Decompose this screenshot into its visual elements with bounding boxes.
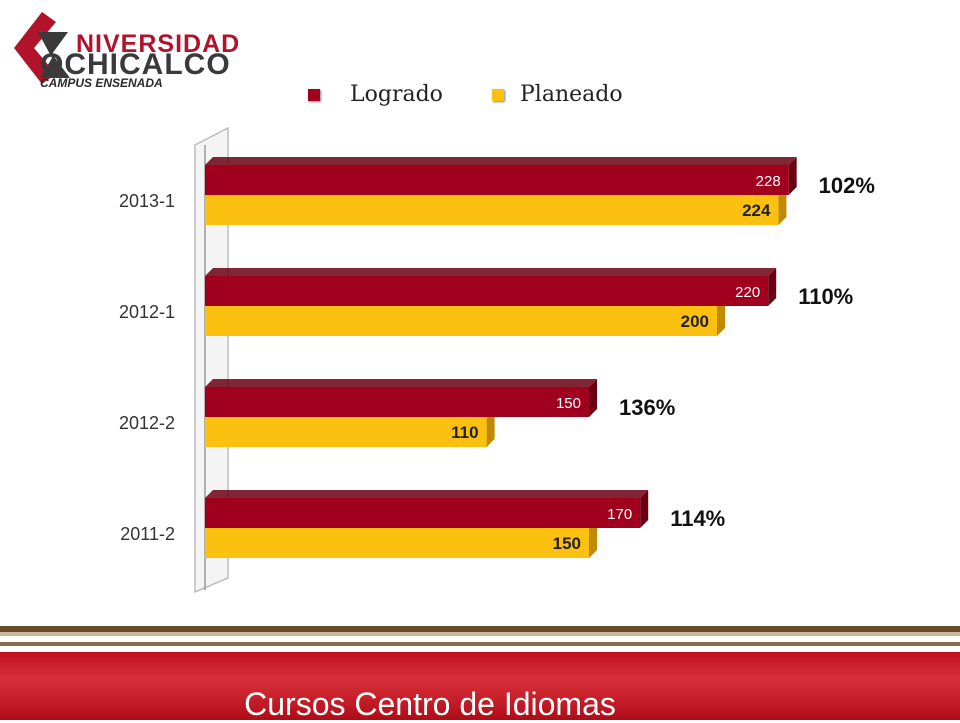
- category-label-2011-2: 2011-2: [120, 524, 175, 544]
- bar-planeado-2013-1: [205, 195, 779, 225]
- bar-logrado-2012-2-top: [205, 379, 597, 387]
- category-label-2012-1: 2012-1: [119, 302, 175, 322]
- bar-logrado-2011-2: [205, 498, 641, 528]
- bar-logrado-2013-1-side: [788, 157, 797, 195]
- value-label-logrado-2011-2: 170: [607, 506, 632, 523]
- bar-planeado-2012-2-side: [486, 409, 495, 447]
- percent-label-2011-2: 114%: [670, 506, 725, 531]
- bar-planeado-2012-2: [205, 417, 487, 447]
- value-label-planeado-2012-1: 200: [681, 312, 709, 331]
- legend-swatch-logrado: [308, 88, 320, 101]
- value-label-logrado-2013-1: 228: [756, 173, 781, 190]
- bar-logrado-2012-2-side: [589, 379, 597, 417]
- value-label-planeado-2013-1: 224: [742, 201, 771, 220]
- legend-label-planeado: Planeado: [520, 82, 623, 107]
- bar-logrado-2013-1: [205, 165, 789, 195]
- legend-swatch-planeado: [492, 88, 504, 101]
- legend-item-logrado: Logrado: [308, 82, 443, 107]
- bar-planeado-2012-1-side: [717, 298, 725, 336]
- bar-chart: 224 228 2013-1 102% 200 220 2012-1 110% 110 150 20…: [119, 126, 875, 594]
- legend-item-planeado: Planeado: [492, 82, 623, 107]
- value-label-planeado-2011-2: 150: [553, 534, 581, 553]
- category-label-2013-1: 2013-1: [119, 191, 175, 211]
- logo-line3: CAMPUS ENSENADA: [40, 76, 163, 90]
- bar-logrado-2013-1-top: [205, 157, 797, 165]
- value-label-planeado-2012-2: 110: [451, 423, 478, 442]
- footer-title: Cursos Centro de Idiomas: [244, 686, 616, 722]
- footer-divider: [0, 626, 960, 646]
- value-label-logrado-2012-1: 220: [735, 284, 760, 301]
- legend-label-logrado: Logrado: [350, 82, 443, 107]
- logo-line1: NIVERSIDAD: [76, 30, 241, 58]
- logo-line2: OCHICALCO: [40, 48, 231, 81]
- logo-emblem-icon: [14, 12, 70, 84]
- bar-logrado-2012-1: [205, 276, 769, 306]
- bar-logrado-2012-2: [205, 387, 589, 417]
- bar-logrado-2012-1-side: [768, 268, 777, 306]
- bar-planeado-2012-1: [205, 306, 717, 336]
- bar-planeado-2011-2: [205, 528, 589, 558]
- percent-label-2012-1: 110%: [798, 284, 853, 309]
- bar-planeado-2013-1-side: [778, 187, 787, 225]
- percent-label-2013-1: 102%: [819, 173, 875, 198]
- bar-logrado-2011-2-top: [205, 490, 649, 498]
- bar-planeado-2011-2-side: [589, 520, 597, 558]
- university-logo: NIVERSIDAD OCHICALCO CAMPUS ENSENADA: [0, 0, 240, 92]
- bar-logrado-2011-2-side: [640, 490, 649, 528]
- bar-logrado-2012-1-top: [205, 268, 777, 276]
- percent-label-2012-2: 136%: [619, 395, 675, 420]
- value-label-logrado-2012-2: 150: [556, 395, 581, 412]
- footer-bar: [0, 652, 960, 720]
- category-label-2012-2: 2012-2: [119, 413, 175, 433]
